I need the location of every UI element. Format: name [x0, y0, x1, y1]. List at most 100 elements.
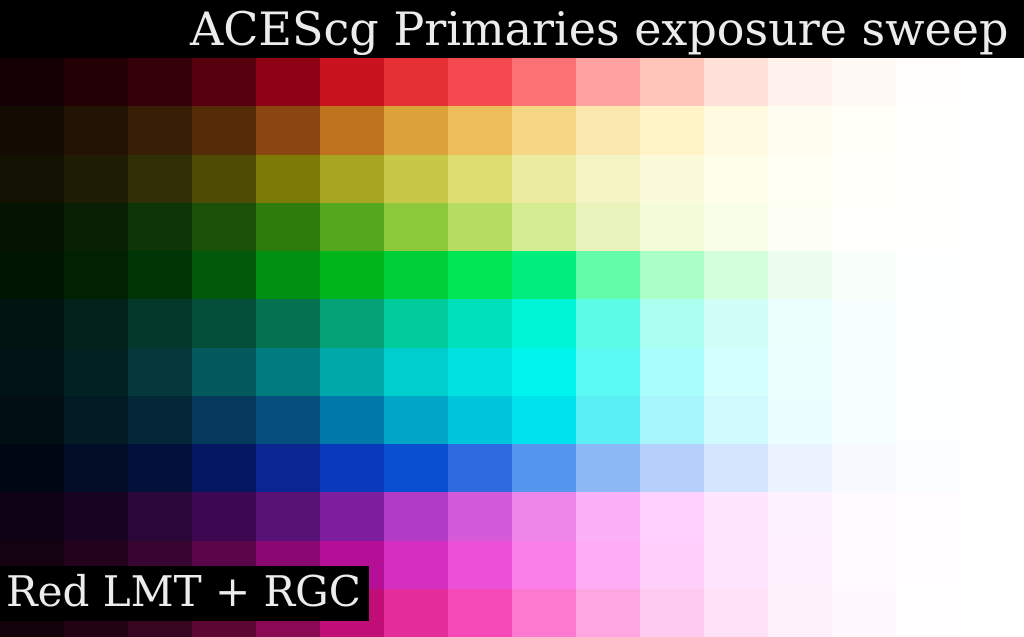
swatch-yellow-green-7 [448, 202, 512, 251]
swatch-yellow-10 [640, 154, 704, 203]
swatch-orange-5 [320, 106, 384, 155]
swatch-green-15 [960, 251, 1024, 300]
swatch-orange-1 [64, 106, 128, 155]
swatch-red-7 [448, 58, 512, 107]
swatch-violet-9 [576, 492, 640, 541]
swatch-red-6 [384, 58, 448, 107]
swatch-yellow-8 [512, 154, 576, 203]
swatch-magenta-12 [768, 540, 832, 589]
swatch-red-10 [640, 58, 704, 107]
lmt-label: Red LMT + RGC [0, 566, 369, 621]
swatch-cyan-5 [320, 347, 384, 396]
swatch-yellow-green-12 [768, 202, 832, 251]
swatch-orange-4 [256, 106, 320, 155]
swatch-blue-13 [832, 444, 896, 493]
swatch-red-9 [576, 58, 640, 107]
swatch-yellow-green-5 [320, 202, 384, 251]
swatch-violet-7 [448, 492, 512, 541]
swatch-yellow-green-0 [0, 202, 64, 251]
swatch-magenta-11 [704, 540, 768, 589]
swatch-green-0 [0, 251, 64, 300]
swatch-orange-6 [384, 106, 448, 155]
swatch-violet-13 [832, 492, 896, 541]
swatch-spring-green-13 [832, 299, 896, 348]
swatch-yellow-green-13 [832, 202, 896, 251]
swatch-azure-9 [576, 395, 640, 444]
swatch-blue-1 [64, 444, 128, 493]
swatch-orange-11 [704, 106, 768, 155]
swatch-yellow-15 [960, 154, 1024, 203]
swatch-cyan-7 [448, 347, 512, 396]
swatch-magenta-14 [896, 540, 960, 589]
swatch-yellow-11 [704, 154, 768, 203]
swatch-blue-5 [320, 444, 384, 493]
swatch-green-11 [704, 251, 768, 300]
swatch-yellow-13 [832, 154, 896, 203]
swatch-yellow-green-1 [64, 202, 128, 251]
swatch-green-3 [192, 251, 256, 300]
swatch-green-5 [320, 251, 384, 300]
swatch-violet-2 [128, 492, 192, 541]
swatch-yellow-green-14 [896, 202, 960, 251]
swatch-blue-2 [128, 444, 192, 493]
swatch-yellow-green-8 [512, 202, 576, 251]
swatch-spring-green-7 [448, 299, 512, 348]
swatch-rose-11 [704, 588, 768, 637]
swatch-magenta-9 [576, 540, 640, 589]
swatch-orange-3 [192, 106, 256, 155]
swatch-red-13 [832, 58, 896, 107]
swatch-yellow-green-6 [384, 202, 448, 251]
title-bar: ACEScg Primaries exposure sweep [0, 0, 1024, 58]
swatch-cyan-11 [704, 347, 768, 396]
swatch-rose-14 [896, 588, 960, 637]
swatch-violet-15 [960, 492, 1024, 541]
swatch-azure-0 [0, 395, 64, 444]
swatch-blue-10 [640, 444, 704, 493]
swatch-cyan-6 [384, 347, 448, 396]
swatch-green-7 [448, 251, 512, 300]
swatch-magenta-6 [384, 540, 448, 589]
swatch-blue-0 [0, 444, 64, 493]
swatch-orange-0 [0, 106, 64, 155]
swatch-yellow-12 [768, 154, 832, 203]
swatch-yellow-green-3 [192, 202, 256, 251]
swatch-green-8 [512, 251, 576, 300]
swatch-azure-6 [384, 395, 448, 444]
swatch-red-5 [320, 58, 384, 107]
swatch-rose-8 [512, 588, 576, 637]
swatch-red-0 [0, 58, 64, 107]
swatch-azure-1 [64, 395, 128, 444]
swatch-yellow-green-2 [128, 202, 192, 251]
swatch-magenta-7 [448, 540, 512, 589]
swatch-spring-green-0 [0, 299, 64, 348]
swatch-rose-12 [768, 588, 832, 637]
swatch-red-12 [768, 58, 832, 107]
swatch-spring-green-6 [384, 299, 448, 348]
swatch-yellow-14 [896, 154, 960, 203]
swatch-spring-green-3 [192, 299, 256, 348]
swatch-yellow-green-11 [704, 202, 768, 251]
swatch-orange-2 [128, 106, 192, 155]
swatch-azure-11 [704, 395, 768, 444]
swatch-violet-5 [320, 492, 384, 541]
swatch-spring-green-1 [64, 299, 128, 348]
swatch-orange-7 [448, 106, 512, 155]
swatch-yellow-6 [384, 154, 448, 203]
swatch-orange-12 [768, 106, 832, 155]
swatch-yellow-1 [64, 154, 128, 203]
swatch-spring-green-9 [576, 299, 640, 348]
swatch-azure-3 [192, 395, 256, 444]
swatch-yellow-9 [576, 154, 640, 203]
swatch-blue-8 [512, 444, 576, 493]
swatch-rose-10 [640, 588, 704, 637]
swatch-cyan-13 [832, 347, 896, 396]
swatch-spring-green-5 [320, 299, 384, 348]
swatch-spring-green-12 [768, 299, 832, 348]
swatch-yellow-3 [192, 154, 256, 203]
swatch-spring-green-14 [896, 299, 960, 348]
swatch-rose-9 [576, 588, 640, 637]
swatch-green-4 [256, 251, 320, 300]
swatch-cyan-14 [896, 347, 960, 396]
swatch-yellow-2 [128, 154, 192, 203]
swatch-violet-0 [0, 492, 64, 541]
